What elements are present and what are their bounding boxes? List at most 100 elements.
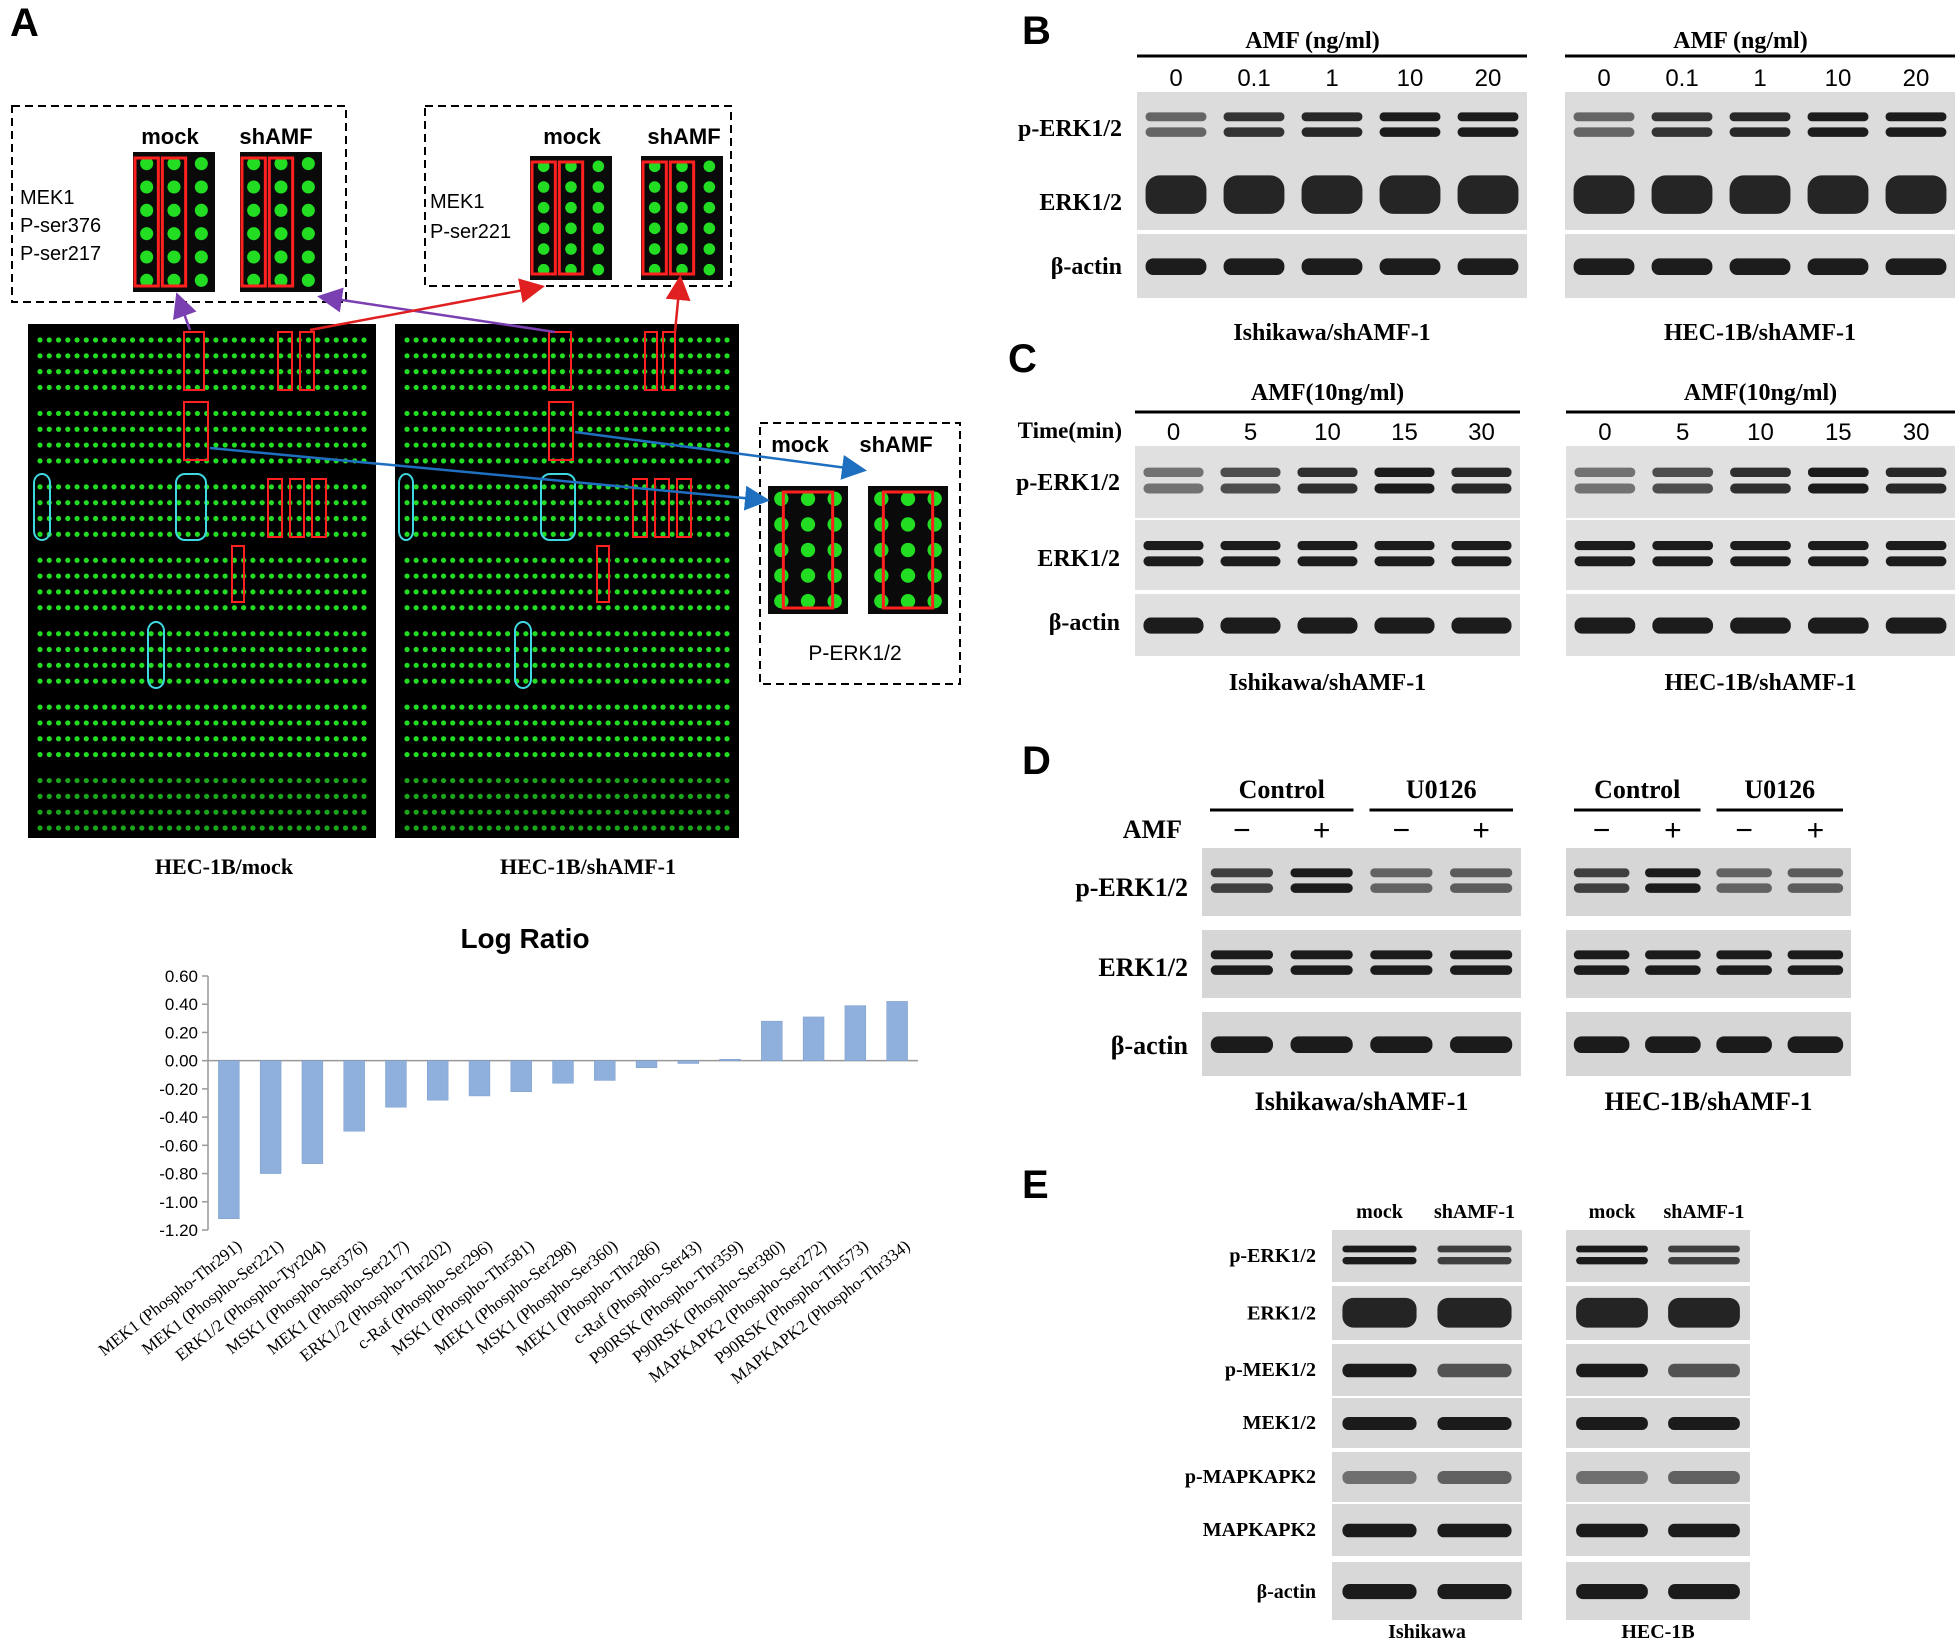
array-spot [623, 777, 630, 784]
array-spot [37, 484, 43, 490]
array-spot [55, 825, 62, 831]
band [1450, 965, 1513, 975]
array-spot [287, 720, 293, 726]
array-spot [614, 426, 620, 432]
array-spot [404, 484, 410, 490]
array-spot [550, 704, 556, 710]
array-spot [204, 678, 210, 684]
array-spot [305, 369, 312, 375]
array-spot [578, 777, 584, 784]
array-spot [495, 515, 502, 522]
array-spot [296, 458, 302, 464]
array-spot [324, 777, 330, 784]
array-spot [296, 720, 302, 726]
spot [565, 243, 577, 255]
array-spot [139, 777, 145, 784]
array-spot [614, 662, 620, 668]
array-spot [333, 384, 339, 391]
array-spot [129, 531, 136, 537]
array-spot [250, 704, 256, 710]
array-spot [129, 720, 136, 726]
array-spot [706, 736, 712, 742]
array-spot [578, 631, 584, 637]
array-spot [268, 646, 275, 653]
highlight-box [632, 478, 648, 538]
array-spot [486, 458, 492, 464]
blot-strip [1566, 520, 1955, 590]
spot [194, 273, 208, 287]
array-spot [259, 426, 265, 432]
array-spot [422, 557, 428, 563]
lane-label: shAMF-1 [1663, 1201, 1744, 1223]
array-spot [696, 573, 703, 579]
array-spot [361, 500, 367, 506]
array-spot [450, 825, 456, 831]
array-spot [559, 426, 566, 432]
array-spot [559, 605, 566, 611]
array-spot [102, 793, 108, 799]
array-spot [213, 662, 219, 668]
array-spot [250, 605, 256, 611]
band [1576, 1584, 1648, 1600]
array-spot [404, 809, 410, 815]
array-spot [296, 825, 302, 831]
array-spot [440, 410, 447, 417]
array-spot [176, 573, 182, 579]
array-spot [315, 337, 321, 343]
array-spot [250, 825, 256, 831]
array-spot [204, 646, 210, 653]
spot [676, 243, 688, 255]
array-spot [74, 337, 80, 343]
array-spot [352, 825, 358, 831]
array-spot [413, 809, 419, 815]
array-spot [176, 426, 182, 432]
array-spot [532, 410, 538, 417]
array-spot [111, 605, 117, 611]
array-spot [204, 825, 210, 831]
array-spot [678, 557, 684, 563]
array-spot [111, 825, 117, 831]
array-spot [315, 484, 321, 490]
array-spot [129, 736, 136, 742]
spot [900, 517, 916, 532]
array-spot [139, 678, 145, 684]
array-spot [129, 751, 136, 758]
array-spot [450, 751, 456, 758]
array-spot [632, 515, 639, 522]
array-spot [83, 458, 89, 464]
array-spot [213, 369, 219, 375]
panel-d-letter: D [1022, 739, 1051, 783]
array-spot [669, 573, 675, 579]
array-spot [333, 736, 339, 742]
array-spot [111, 646, 117, 653]
array-spot [678, 793, 684, 799]
array-spot [278, 605, 284, 611]
array-spot [305, 704, 312, 710]
array-spot [468, 369, 474, 375]
array-spot [651, 825, 657, 831]
spot [140, 180, 154, 194]
array-spot [678, 484, 684, 490]
bar [427, 1060, 449, 1101]
array-spot [157, 751, 163, 758]
array-spot [642, 589, 648, 595]
array-spot [678, 809, 684, 815]
array-spot [148, 631, 154, 637]
array-spot [250, 751, 256, 758]
lane-label: 10 [1314, 419, 1341, 446]
array-spot [296, 515, 302, 522]
array-spot [259, 410, 265, 417]
blot-strip [1135, 520, 1520, 590]
array-spot [167, 426, 173, 432]
amf-sign: + [1472, 814, 1490, 847]
array-spot [431, 809, 438, 815]
spot [194, 157, 208, 171]
array-spot [504, 589, 511, 595]
array-spot [157, 589, 163, 595]
band [1223, 175, 1285, 214]
band [1450, 868, 1513, 878]
array-spot [632, 458, 639, 464]
array-spot [157, 793, 163, 799]
spot [827, 517, 842, 532]
array-spot [687, 573, 694, 579]
